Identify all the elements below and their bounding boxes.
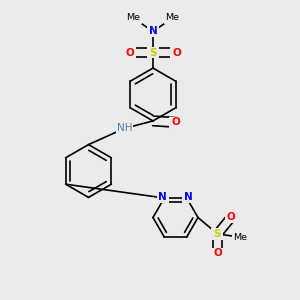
Text: O: O [171,117,180,128]
FancyBboxPatch shape [116,123,133,134]
FancyBboxPatch shape [147,26,159,37]
Text: NH: NH [117,123,132,134]
Text: S: S [214,229,221,239]
FancyBboxPatch shape [164,12,181,24]
FancyBboxPatch shape [212,228,224,240]
FancyBboxPatch shape [170,47,182,58]
FancyBboxPatch shape [169,117,181,128]
Text: N: N [158,192,167,203]
Text: Me: Me [233,232,247,242]
Text: O: O [226,212,236,223]
FancyBboxPatch shape [124,47,136,58]
FancyBboxPatch shape [225,212,237,223]
Text: S: S [149,47,157,58]
Text: N: N [148,26,158,37]
FancyBboxPatch shape [212,248,224,259]
Text: O: O [213,248,222,259]
FancyBboxPatch shape [125,12,142,24]
Text: Me: Me [127,14,140,22]
Text: O: O [172,47,181,58]
Text: Me: Me [166,14,179,22]
Text: N: N [184,192,193,203]
FancyBboxPatch shape [182,192,194,203]
FancyBboxPatch shape [232,231,248,243]
FancyBboxPatch shape [157,192,169,203]
Text: O: O [125,47,134,58]
FancyBboxPatch shape [147,47,159,58]
